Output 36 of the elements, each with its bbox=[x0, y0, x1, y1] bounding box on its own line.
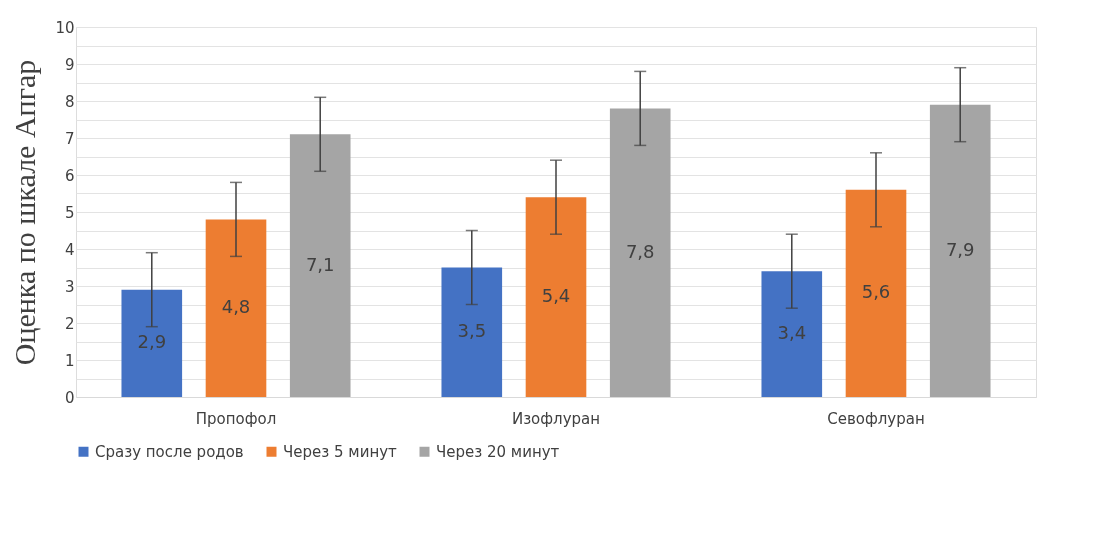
x-tick-label: Севофлуран bbox=[827, 409, 925, 428]
y-tick-label: 8 bbox=[64, 92, 75, 111]
y-tick-label: 7 bbox=[64, 129, 75, 148]
bar bbox=[761, 271, 823, 397]
bar bbox=[121, 289, 183, 397]
legend-label: Через 20 минут bbox=[436, 442, 560, 461]
data-label: 5,4 bbox=[541, 285, 571, 307]
data-label: 7,1 bbox=[305, 253, 335, 275]
y-tick-label: 6 bbox=[64, 166, 75, 185]
bar bbox=[441, 267, 503, 397]
data-label: 3,4 bbox=[777, 322, 807, 344]
y-tick-label: 2 bbox=[64, 314, 75, 333]
bar bbox=[609, 108, 671, 397]
bar bbox=[205, 219, 267, 397]
y-axis-title: Оценка по шкале Апгар bbox=[8, 59, 42, 366]
y-tick-label: 9 bbox=[64, 55, 75, 74]
data-label: 5,6 bbox=[861, 281, 891, 303]
y-tick-label: 4 bbox=[64, 240, 75, 259]
legend-label: Сразу после родов bbox=[95, 442, 244, 461]
bar bbox=[525, 197, 587, 397]
data-label: 3,5 bbox=[457, 320, 487, 342]
y-tick-label: 5 bbox=[64, 203, 75, 222]
data-label: 7,9 bbox=[945, 238, 975, 260]
x-tick-label: Пропофол bbox=[195, 409, 277, 428]
bar bbox=[845, 189, 907, 397]
y-tick-label: 0 bbox=[64, 388, 75, 407]
y-tick-label: 3 bbox=[64, 277, 75, 296]
data-label: 2,9 bbox=[137, 331, 167, 353]
legend-label: Через 5 минут bbox=[283, 442, 398, 461]
bar bbox=[289, 134, 351, 397]
data-label: 7,8 bbox=[625, 240, 655, 262]
x-tick-label: Изофлуран bbox=[511, 409, 601, 428]
data-label: 4,8 bbox=[221, 296, 251, 318]
y-tick-label: 10 bbox=[55, 18, 75, 37]
bar bbox=[929, 104, 991, 397]
y-tick-label: 1 bbox=[64, 351, 75, 370]
